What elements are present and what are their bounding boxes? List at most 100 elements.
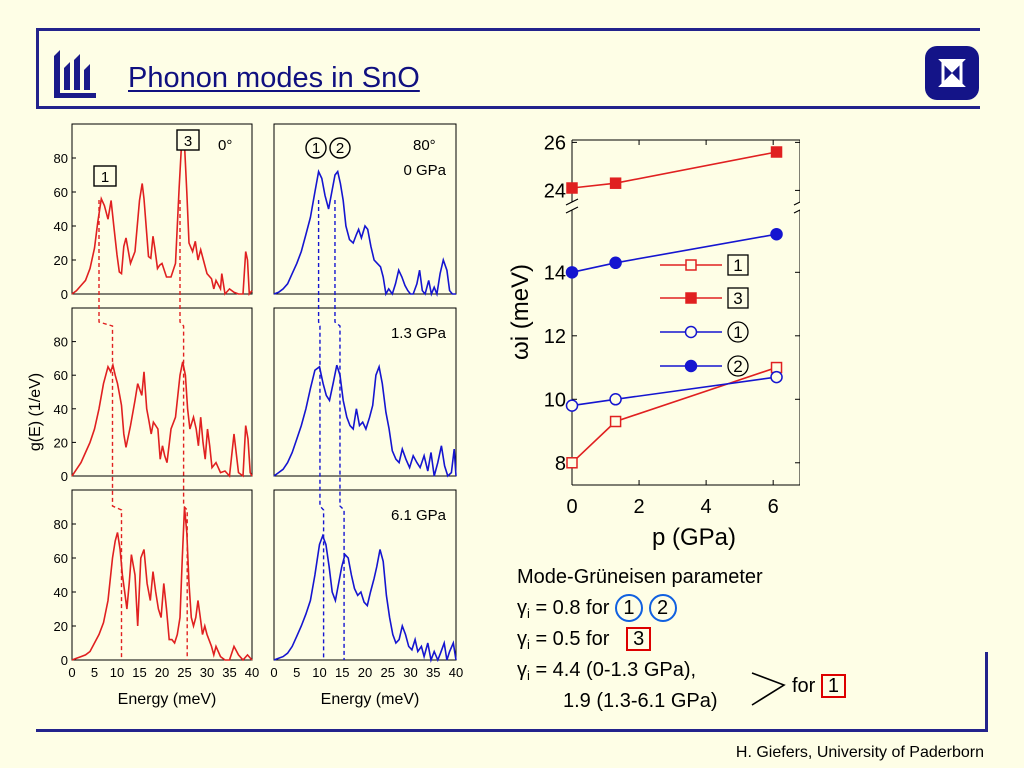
y-tick-label: 40 [54, 585, 68, 600]
data-point-1-0 [566, 182, 578, 194]
frame-left-rule [36, 28, 39, 108]
legend-label-3: 2 [733, 357, 742, 376]
legend-marker-3 [684, 359, 698, 373]
pressure-label: 0 GPa [403, 162, 446, 179]
dos-curve-1-2 [273, 533, 457, 663]
orientation-label-80deg: 80° [413, 137, 436, 154]
x-tick-label: 35 [426, 665, 440, 680]
x-tick-label: 4 [701, 496, 712, 518]
gruneisen-value-4: 1.9 (1.3-6.1 GPa) [563, 690, 718, 712]
data-point-1-1 [609, 177, 622, 189]
y-tick-label: 0 [61, 287, 68, 302]
mode-3-box-label: 3 [626, 627, 652, 651]
y-tick-label: 14 [544, 262, 566, 284]
dos-panel-frame [273, 307, 457, 477]
peak-track-line [179, 200, 188, 660]
frame-title-rule [36, 106, 980, 109]
x-tick-label: 15 [335, 665, 349, 680]
mode-1-box-label: 1 [820, 674, 847, 698]
y-tick-label: 40 [54, 219, 68, 234]
x-axis-label: Energy (meV) [321, 691, 420, 708]
dos-curve-0-1 [71, 361, 253, 478]
y-tick-label: 0 [61, 653, 68, 668]
axis-break-mark [565, 198, 579, 214]
pressure-label: 1.3 GPa [391, 325, 447, 342]
legend-marker-0 [685, 259, 697, 271]
x-tick-label: 20 [155, 665, 169, 680]
frame-right-rule [985, 652, 988, 732]
data-point-2-2 [770, 370, 783, 384]
x-tick-label: 2 [633, 496, 644, 518]
legend-box-0 [727, 254, 749, 276]
y-tick-label: 10 [544, 389, 566, 411]
x-tick-label: 10 [312, 665, 326, 680]
dos-curve-1-1 [273, 363, 457, 478]
data-point-0-1 [609, 415, 622, 428]
gruneisen-brace [751, 672, 786, 706]
x-tick-label: 10 [110, 665, 124, 680]
legend-marker-1 [685, 292, 697, 304]
y-tick-label: 0 [61, 469, 68, 484]
mode-2-circle-marker [329, 137, 351, 159]
y-tick-label: 8 [555, 453, 566, 475]
mode-1-box-marker [93, 165, 117, 187]
gruneisen-line-3: γi = 4.4 (0-1.3 GPa), [517, 655, 763, 686]
x-tick-label: 20 [358, 665, 372, 680]
dos-curve-1-0 [273, 168, 456, 298]
mode-2-circle-label: 2 [648, 594, 677, 622]
data-point-1-2 [770, 146, 783, 158]
peak-track-line [98, 200, 123, 660]
legend-marker-2 [684, 325, 698, 339]
y-tick-label: 60 [54, 551, 68, 566]
frame-bottom-rule [36, 729, 988, 732]
y-tick-label: 26 [544, 132, 566, 154]
x-tick-label: 6 [768, 496, 779, 518]
mode-1-circle-marker [305, 137, 327, 159]
mode-1-circle-marker-label: 1 [312, 140, 320, 157]
gruneisen-block: Mode-Grüneisen parameter γi = 0.8 for 1 … [517, 562, 763, 717]
y-tick-label: 80 [54, 517, 68, 532]
y-tick-label: 40 [54, 402, 68, 417]
gamma-symbol: γ [517, 628, 527, 650]
x-tick-label: 40 [245, 665, 259, 680]
mode-1-marker-label: 1 [101, 169, 109, 186]
slide-title: Phonon modes in SnO [128, 62, 420, 94]
dos-panel-frame [71, 489, 253, 661]
gamma-subscript: i [527, 637, 530, 652]
data-point-2-1 [609, 393, 622, 406]
peak-track-line [334, 200, 345, 660]
legend-label-0: 1 [733, 256, 742, 275]
series-line-1 [571, 151, 777, 189]
x-tick-label: 0 [566, 496, 577, 518]
x-tick-label: 0 [68, 665, 75, 680]
legend-box-1 [727, 287, 749, 309]
data-point-3-2 [770, 227, 783, 241]
footer-credit: H. Giefers, University of Paderborn [735, 744, 984, 761]
x-tick-label: 25 [381, 665, 395, 680]
university-logo-icon [54, 50, 96, 98]
frame-top-rule [36, 28, 980, 31]
gruneisen-line-2: γi = 0.5 for 3 [517, 624, 763, 655]
x-tick-label: 40 [449, 665, 463, 680]
legend-circle-3 [727, 355, 749, 377]
x-tick-label: 30 [200, 665, 214, 680]
mode-1-circle-label: 1 [614, 594, 643, 622]
orientation-label-0deg: 0° [218, 137, 232, 154]
dos-curve-0-0 [71, 136, 253, 297]
gruneisen-value-1: = 0.8 for [529, 597, 615, 619]
y-tick-label: 12 [544, 326, 566, 348]
x-tick-label: 25 [177, 665, 191, 680]
x-axis-label: p (GPa) [652, 524, 736, 550]
square-x-logo-icon [925, 46, 979, 100]
axis-break-mark [793, 201, 800, 214]
y-tick-label: 80 [54, 151, 68, 166]
data-point-3-0 [565, 266, 579, 279]
x-tick-label: 5 [293, 665, 300, 680]
legend-label-2: 1 [733, 323, 742, 342]
x-tick-label: 15 [132, 665, 146, 680]
y-tick-label: 20 [54, 619, 68, 634]
y-tick-label: 20 [54, 435, 68, 450]
dos-panel-frame [71, 123, 253, 295]
gamma-symbol: γ [517, 597, 527, 619]
